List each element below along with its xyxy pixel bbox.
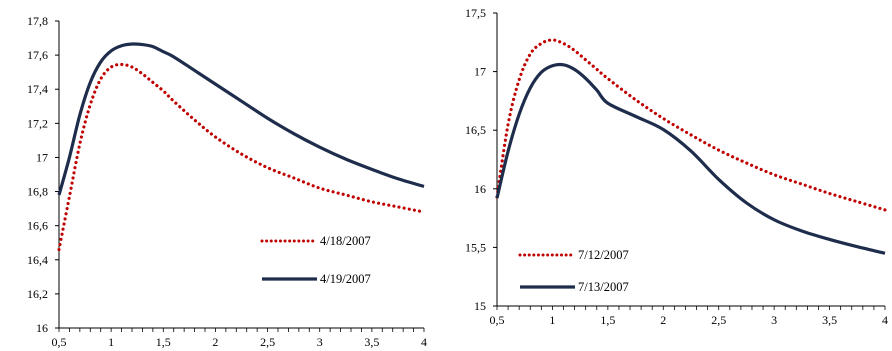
y-tick-label: 16,2 bbox=[27, 287, 48, 301]
x-tick-label: 0,5 bbox=[52, 335, 67, 349]
y-tick-label: 17,4 bbox=[27, 82, 48, 96]
series-line-dotted bbox=[57, 62, 426, 252]
x-tick-label: 4 bbox=[882, 313, 888, 327]
x-tick-label: 1 bbox=[549, 313, 555, 327]
y-tick-label: 17 bbox=[36, 150, 48, 164]
series-line-solid bbox=[495, 62, 886, 255]
series-line-solid bbox=[57, 42, 425, 196]
y-tick-label: 16 bbox=[474, 182, 486, 196]
legend-label: 4/18/2007 bbox=[320, 234, 371, 248]
y-tick-label: 17,8 bbox=[27, 14, 48, 28]
x-tick-label: 1 bbox=[108, 335, 114, 349]
x-tick-label: 4 bbox=[421, 335, 427, 349]
y-tick-label: 16 bbox=[36, 321, 48, 335]
x-tick-label: 1,5 bbox=[156, 335, 171, 349]
right-chart: 15 15,5 16 16,5 17 17,5 0,5 1 1,5 2 2,5 3 3,5 4 7/12/2… bbox=[465, 6, 888, 327]
x-tick-label: 1,5 bbox=[600, 313, 615, 327]
x-tick-label: 3,5 bbox=[822, 313, 837, 327]
x-tick-label: 2 bbox=[212, 335, 218, 349]
y-tick-label: 17,5 bbox=[465, 6, 486, 20]
y-tick-label: 16,8 bbox=[27, 185, 48, 199]
legend-label: 7/13/2007 bbox=[578, 280, 629, 294]
y-tick-label: 15,5 bbox=[465, 240, 486, 254]
legend-label: 4/19/2007 bbox=[320, 272, 371, 286]
y-tick-label: 17 bbox=[474, 65, 486, 79]
series-line-dotted bbox=[495, 38, 887, 212]
y-tick-label: 17,2 bbox=[27, 116, 48, 130]
x-tick-label: 2,5 bbox=[260, 335, 275, 349]
x-tick-label: 2,5 bbox=[711, 313, 726, 327]
x-tick-label: 3 bbox=[317, 335, 323, 349]
x-tick-label: 3,5 bbox=[364, 335, 379, 349]
x-tick-label: 0,5 bbox=[490, 313, 505, 327]
legend-label: 7/12/2007 bbox=[578, 248, 629, 262]
y-tick-label: 17,6 bbox=[27, 48, 48, 62]
y-tick-label: 16,5 bbox=[465, 123, 486, 137]
left-chart: 16 16,2 16,4 16,6 16,8 17 17,2 17,4 17,6 17,8 0,5 1… bbox=[27, 14, 427, 349]
y-tick-label: 15 bbox=[474, 299, 486, 313]
x-tick-label: 3 bbox=[771, 313, 777, 327]
y-tick-label: 16,4 bbox=[27, 253, 48, 267]
x-tick-label: 2 bbox=[660, 313, 666, 327]
y-tick-label: 16,6 bbox=[27, 219, 48, 233]
